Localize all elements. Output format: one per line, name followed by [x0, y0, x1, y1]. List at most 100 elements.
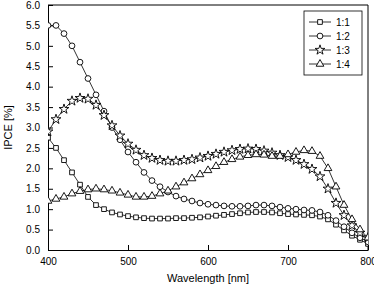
legend-entry: 1:3 [309, 45, 350, 56]
x-tick: 700 [280, 245, 297, 267]
marker [317, 209, 323, 215]
series [48, 135, 368, 246]
legend-entry: 1:2 [309, 31, 350, 42]
marker [246, 210, 251, 215]
marker [70, 170, 75, 175]
marker [115, 130, 125, 139]
y-tick-mark [48, 209, 53, 210]
marker [324, 164, 332, 171]
marker [212, 162, 220, 169]
marker [125, 149, 131, 155]
marker [252, 150, 260, 157]
y-tick-label: 3.0 [26, 122, 40, 133]
x-tick: 800 [360, 245, 374, 267]
marker [92, 184, 100, 191]
marker [91, 100, 101, 109]
marker [163, 156, 173, 165]
marker [94, 203, 99, 208]
marker [341, 224, 347, 230]
marker [348, 215, 356, 222]
marker [51, 114, 61, 123]
y-tick-mark [48, 148, 53, 149]
marker [228, 155, 236, 162]
marker [195, 153, 205, 162]
marker [275, 150, 285, 159]
legend: 1:11:21:31:4 [304, 11, 362, 75]
y-tick-label: 6.0 [26, 0, 40, 11]
marker [123, 139, 133, 148]
marker [300, 146, 308, 153]
y-tick: 6.0 [26, 0, 53, 11]
marker [100, 185, 108, 192]
y-tick-label: 5.5 [26, 20, 40, 31]
y-tick-label: 1.5 [26, 183, 40, 194]
marker [237, 203, 243, 209]
marker [132, 192, 140, 199]
legend-marker [316, 60, 324, 67]
y-tick: 0.5 [26, 224, 53, 235]
x-tick-label: 800 [360, 256, 374, 267]
marker [261, 202, 267, 208]
marker [133, 159, 139, 165]
y-tick-mark [48, 107, 53, 108]
marker [260, 150, 268, 157]
y-tick-label: 3.5 [26, 102, 40, 113]
marker [340, 201, 348, 208]
marker [309, 208, 315, 214]
marker [277, 204, 283, 210]
marker [174, 216, 179, 221]
marker [308, 147, 316, 154]
marker [244, 151, 252, 158]
marker [84, 185, 92, 192]
marker [187, 154, 197, 163]
legend-marker [317, 33, 323, 39]
marker [99, 110, 109, 119]
marker [278, 211, 283, 216]
y-tick: 4.0 [26, 81, 53, 92]
y-tick: 2.0 [26, 163, 53, 174]
y-tick-mark [48, 46, 53, 47]
marker [166, 216, 171, 221]
marker [197, 200, 203, 206]
x-tick-mark [368, 245, 369, 250]
marker [59, 104, 69, 113]
marker [131, 145, 141, 154]
frame [368, 5, 369, 250]
marker [325, 212, 331, 218]
y-tick: 2.5 [26, 143, 53, 154]
marker [364, 233, 368, 240]
y-axis-title: IPCE [%] [2, 105, 14, 150]
marker [196, 170, 204, 177]
marker [149, 178, 155, 184]
marker [86, 195, 91, 200]
marker [139, 150, 149, 159]
x-axis: 400500600700800 [40, 245, 374, 267]
marker [230, 212, 235, 217]
marker [124, 190, 132, 197]
marker [150, 216, 155, 221]
marker [307, 164, 317, 173]
marker [172, 182, 180, 189]
marker [331, 198, 341, 207]
marker [147, 153, 157, 162]
marker [206, 214, 211, 219]
marker [332, 182, 340, 189]
y-tick-mark [48, 189, 53, 190]
legend-entry: 1:1 [309, 17, 350, 28]
marker [69, 43, 75, 49]
marker [181, 196, 187, 202]
plot: 4005006007008000.00.51.01.52.02.53.03.54… [26, 0, 374, 267]
x-tick-label: 600 [200, 256, 217, 267]
y-tick-label: 2.5 [26, 143, 40, 154]
marker [253, 202, 259, 208]
marker [190, 215, 195, 220]
y-tick-mark [48, 250, 53, 251]
x-tick-mark [208, 245, 209, 250]
marker [227, 145, 237, 154]
marker [77, 59, 83, 65]
marker [238, 211, 243, 216]
marker [182, 216, 187, 221]
marker [229, 203, 235, 209]
marker [316, 152, 324, 159]
y-tick: 1.0 [26, 204, 53, 215]
